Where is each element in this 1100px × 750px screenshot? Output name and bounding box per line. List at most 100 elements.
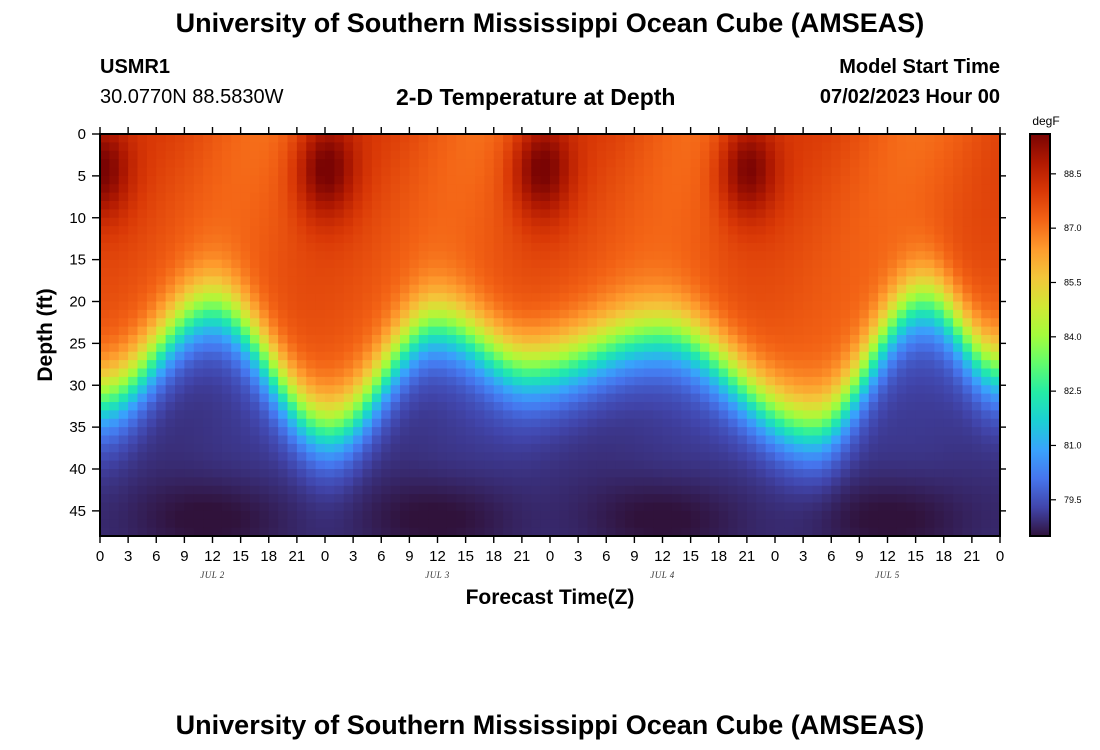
heatmap-cell — [990, 209, 1001, 219]
heatmap-cell — [887, 150, 898, 160]
heatmap-cell — [484, 360, 495, 370]
heatmap-cell — [390, 234, 401, 244]
heatmap-cell — [690, 469, 701, 478]
heatmap-cell — [521, 502, 532, 512]
heatmap-cell — [465, 259, 476, 269]
heatmap-cell — [765, 326, 776, 336]
heatmap-cell — [400, 134, 410, 143]
heatmap-cell — [896, 452, 907, 462]
heatmap-cell — [775, 201, 785, 210]
heatmap-cell — [278, 192, 289, 202]
heatmap-cell — [259, 435, 270, 445]
heatmap-cell — [578, 276, 589, 286]
heatmap-cell — [400, 494, 410, 504]
heatmap-cell — [559, 134, 570, 143]
heatmap-cell — [231, 477, 242, 487]
heatmap-cell — [728, 469, 739, 478]
heatmap-cell — [906, 351, 917, 361]
heatmap-cell — [296, 184, 307, 194]
heatmap-cell — [428, 469, 439, 478]
heatmap-cell — [596, 159, 607, 169]
heatmap-cell — [184, 184, 195, 194]
heatmap-cell — [550, 201, 560, 210]
heatmap-cell — [437, 460, 448, 470]
heatmap-cell — [456, 309, 467, 319]
heatmap-cell — [165, 184, 176, 194]
heatmap-cell — [700, 343, 710, 353]
heatmap-cell — [953, 469, 964, 478]
heatmap-cell — [803, 393, 814, 403]
heatmap-cell — [381, 175, 392, 185]
heatmap-cell — [250, 301, 260, 311]
heatmap-cell — [381, 477, 392, 487]
heatmap-cell — [615, 469, 626, 478]
heatmap-cell — [962, 452, 973, 462]
heatmap-cell — [484, 519, 495, 529]
heatmap-cell — [278, 309, 289, 319]
heatmap-cell — [700, 293, 710, 303]
heatmap-cell — [343, 351, 354, 361]
heatmap-cell — [446, 293, 457, 303]
heatmap-cell — [493, 309, 504, 319]
heatmap-cell — [840, 276, 851, 286]
heatmap-cell — [100, 217, 110, 227]
heatmap-cell — [634, 192, 645, 202]
heatmap-cell — [981, 234, 992, 244]
heatmap-cell — [203, 385, 214, 395]
heatmap-cell — [821, 485, 832, 495]
heatmap-cell — [868, 519, 879, 529]
heatmap-cell — [953, 326, 964, 336]
heatmap-cell — [203, 368, 214, 378]
heatmap-cell — [906, 385, 917, 395]
heatmap-cell — [840, 242, 851, 252]
heatmap-cell — [240, 309, 251, 319]
heatmap-cell — [878, 477, 889, 487]
heatmap-cell — [118, 435, 129, 445]
heatmap-cell — [690, 351, 701, 361]
heatmap-cell — [653, 242, 664, 252]
heatmap-cell — [521, 234, 532, 244]
heatmap-cell — [428, 142, 439, 152]
heatmap-cell — [840, 301, 851, 311]
heatmap-cell — [221, 335, 232, 344]
heatmap-cell — [915, 494, 926, 504]
heatmap-cell — [221, 343, 232, 353]
heatmap-cell — [100, 142, 110, 152]
heatmap-cell — [306, 209, 317, 219]
heatmap-cell — [887, 184, 898, 194]
heatmap-cell — [746, 301, 757, 311]
heatmap-cell — [934, 527, 945, 537]
heatmap-cell — [765, 477, 776, 487]
heatmap-cell — [943, 159, 954, 169]
heatmap-cell — [840, 201, 851, 210]
heatmap-cell — [325, 343, 335, 353]
heatmap-cell — [943, 259, 954, 269]
heatmap-cell — [531, 259, 542, 269]
heatmap-cell — [334, 284, 345, 294]
heatmap-cell — [859, 318, 870, 328]
heatmap-cell — [456, 242, 467, 252]
heatmap-cell — [971, 293, 982, 303]
heatmap-cell — [803, 134, 814, 143]
heatmap-cell — [268, 134, 279, 143]
heatmap-cell — [137, 393, 148, 403]
heatmap-cell — [400, 242, 410, 252]
heatmap-cell — [465, 318, 476, 328]
heatmap-cell — [362, 201, 373, 210]
heatmap-cell — [728, 293, 739, 303]
heatmap-cell — [334, 452, 345, 462]
heatmap-cell — [484, 351, 495, 361]
heatmap-cell — [681, 217, 692, 227]
colorbar-tick-label: 81.0 — [1064, 440, 1082, 450]
heatmap-cell — [165, 335, 176, 344]
heatmap-cell — [578, 494, 589, 504]
heatmap-cell — [268, 393, 279, 403]
heatmap-cell — [784, 201, 795, 210]
heatmap-cell — [418, 469, 429, 478]
heatmap-cell — [793, 418, 804, 428]
heatmap-cell — [812, 301, 823, 311]
heatmap-cell — [128, 192, 139, 202]
heatmap-cell — [887, 385, 898, 395]
heatmap-cell — [409, 326, 420, 336]
heatmap-cell — [915, 485, 926, 495]
